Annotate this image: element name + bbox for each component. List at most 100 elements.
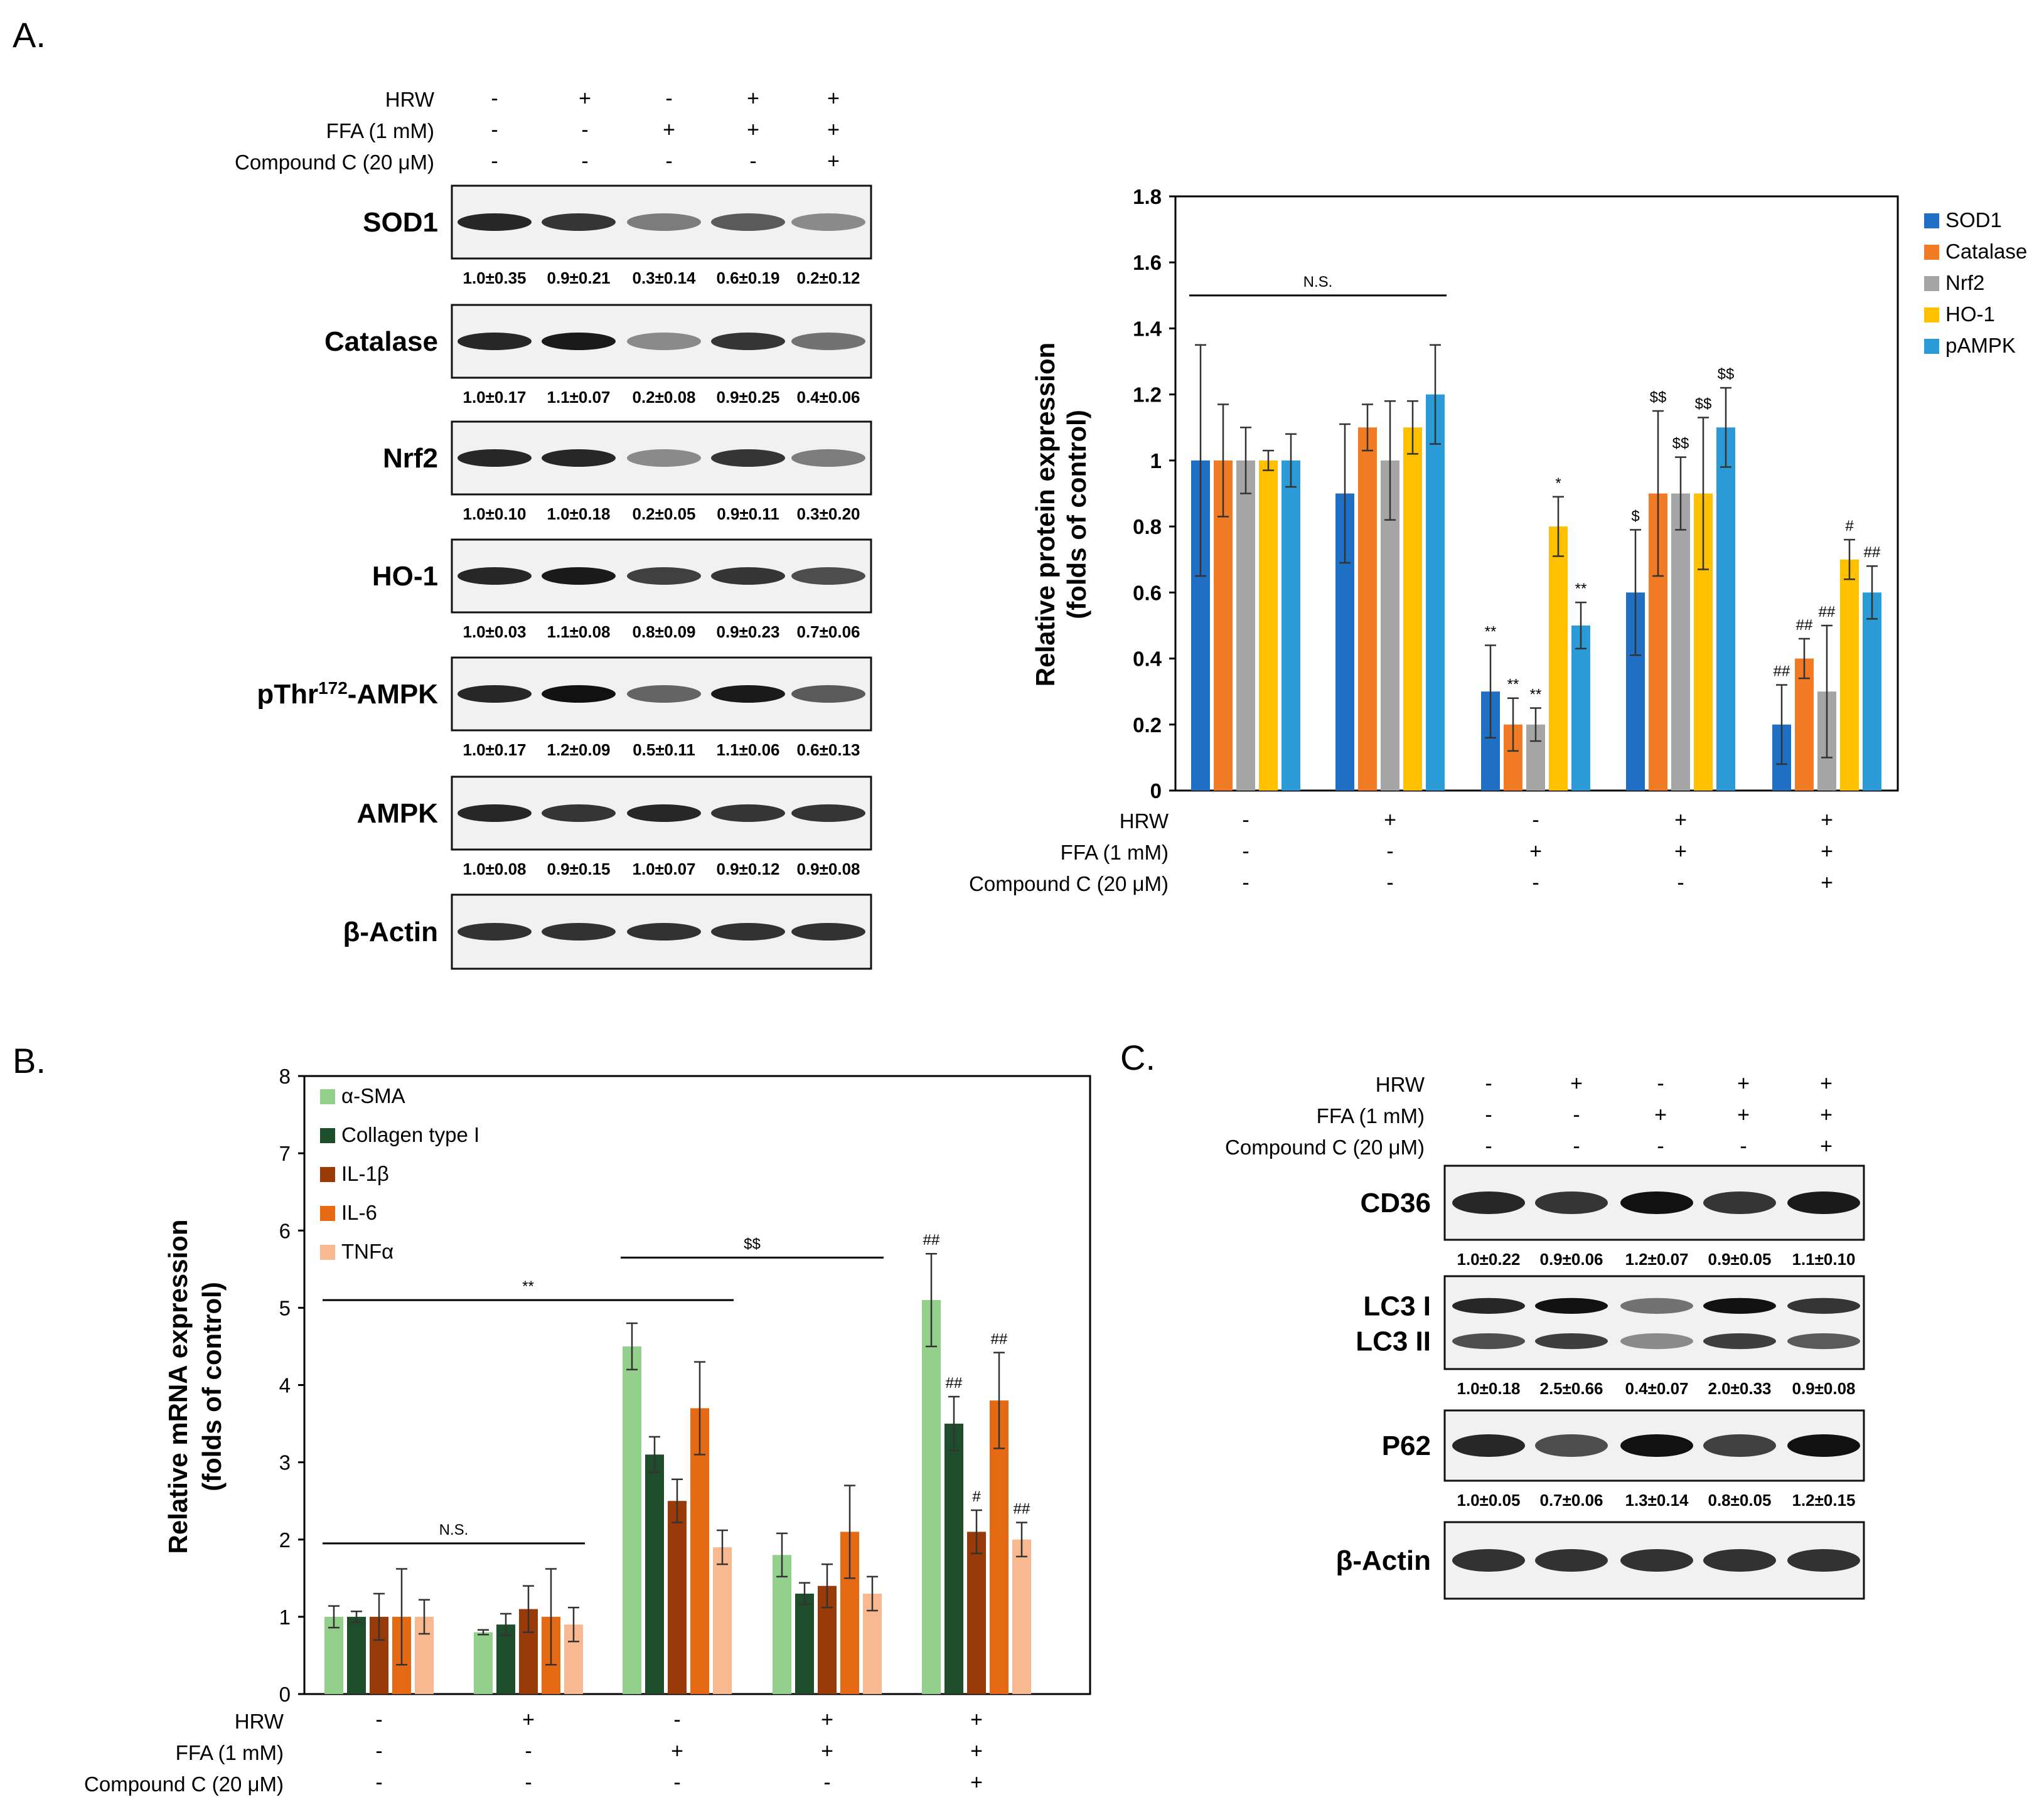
band-quantification: 0.6±0.13: [796, 740, 860, 759]
panel-c-label: C.: [1120, 1038, 1155, 1077]
protein-band: [627, 333, 701, 350]
treatment-sign: -: [1242, 839, 1249, 863]
band-quantification: 1.0±0.35: [463, 269, 526, 287]
protein-band: [627, 804, 701, 822]
y-tick-label: 0.4: [1133, 648, 1162, 671]
protein-band: [1703, 1333, 1776, 1350]
chart-b-ylabel: Relative mRNA expression: [163, 1220, 193, 1554]
treatment-sign: +: [827, 118, 840, 142]
legend-swatch: [320, 1089, 335, 1104]
chart-a-treat-label-compound-c: Compound C (20 μM): [969, 872, 1169, 895]
bar-ho-1: [1259, 460, 1278, 791]
protein-band: [457, 333, 532, 350]
protein-band: [542, 333, 616, 350]
band-quantification: 0.2±0.08: [632, 388, 695, 407]
treatment-sign: -: [375, 1771, 382, 1794]
y-tick-label: 0.2: [1133, 713, 1162, 737]
chart-b-treatment-header: HRW FFA (1 mM) Compound C (20 μM): [84, 1710, 284, 1796]
protein-band: [1620, 1298, 1693, 1314]
protein-band: [627, 685, 701, 703]
protein-band: [711, 333, 785, 350]
protein-name-2: LC3 II: [1356, 1326, 1431, 1357]
band-quantification: 2.0±0.33: [1708, 1379, 1771, 1398]
significance-mark: ##: [1014, 1501, 1030, 1518]
band-quantification: 0.7±0.06: [1539, 1491, 1603, 1510]
treatment-sign: +: [1570, 1072, 1583, 1095]
protein-band: [627, 213, 701, 231]
protein-band: [1535, 1298, 1608, 1314]
protein-band: [791, 685, 865, 703]
bar-pampk: [1282, 460, 1300, 791]
protein-band: [1535, 1333, 1608, 1350]
significance-mark: #: [1845, 518, 1854, 535]
treat-label-ffa: FFA (1 mM): [326, 119, 434, 142]
chart-a-treat-label-ffa: FFA (1 mM): [1061, 841, 1169, 864]
bar--sma: [474, 1632, 493, 1694]
significance-mark: ##: [923, 1232, 940, 1249]
chart-b: Relative mRNA expression (folds of contr…: [84, 1065, 1091, 1796]
treatment-sign: -: [525, 1771, 532, 1794]
bar-nrf2: [1236, 460, 1255, 791]
bar-pampk: [1716, 427, 1735, 791]
protein-name: P62: [1382, 1431, 1431, 1461]
protein-band: [711, 923, 785, 941]
band-quantification: 1.2±0.07: [1625, 1250, 1688, 1269]
treatment-sign: -: [581, 118, 588, 142]
protein-band: [1535, 1434, 1608, 1457]
legend-label: IL-1β: [341, 1162, 389, 1185]
treatment-sign: +: [1821, 808, 1833, 832]
protein-band: [1535, 1549, 1608, 1572]
treatment-sign: -: [525, 1739, 532, 1763]
band-quantification: 0.9±0.08: [796, 860, 860, 878]
legend-swatch: [320, 1206, 335, 1221]
blot-row: CD36 1.0±0.22 0.9±0.06 1.2±0.07 0.9±0.05 1.1±…: [1361, 1164, 1865, 1269]
protein-name: CD36: [1361, 1188, 1431, 1218]
treatment-sign: +: [970, 1708, 983, 1732]
y-tick-label: 3: [279, 1451, 291, 1474]
protein-band: [1620, 1434, 1693, 1457]
band-quantification: 1.2±0.15: [1792, 1491, 1855, 1510]
treatment-sign: +: [970, 1771, 983, 1794]
significance-mark: **: [1507, 676, 1519, 693]
significance-mark: $$: [1718, 366, 1735, 383]
treatment-sign: +: [1737, 1072, 1750, 1095]
band-quantification: 0.9±0.12: [716, 860, 779, 878]
band-quantification: 1.0±0.07: [632, 860, 695, 878]
legend-label: Catalase: [1945, 240, 2027, 263]
treatment-sign: +: [1654, 1103, 1667, 1127]
bar-collagen-type-i: [347, 1616, 366, 1694]
chart-a-treat-label-hrw: HRW: [1120, 809, 1169, 833]
band-quantification: 0.9±0.06: [1539, 1250, 1603, 1269]
treatment-sign: +: [821, 1708, 833, 1732]
protein-name: pThr172-AMPK: [257, 678, 438, 710]
y-tick-label: 0.8: [1133, 515, 1162, 538]
treatment-sign: +: [1820, 1134, 1833, 1158]
treatment-sign: -: [749, 149, 756, 173]
y-tick-label: 1.2: [1133, 383, 1162, 407]
blot-c-treat-label-compound-c: Compound C (20 μM): [1225, 1136, 1425, 1159]
significance-mark: $$: [1672, 435, 1689, 452]
chart-a-ylabel2: (folds of control): [1062, 410, 1091, 619]
treatment-sign: +: [1529, 839, 1542, 863]
protein-name: LC3 I: [1363, 1291, 1431, 1321]
comparison-label: **: [522, 1278, 534, 1295]
band-quantification: 1.0±0.22: [1457, 1250, 1520, 1269]
legend-swatch: [320, 1167, 335, 1182]
legend-swatch: [1924, 245, 1939, 260]
band-quantification: 0.6±0.19: [716, 269, 779, 287]
treatment-sign: -: [491, 149, 498, 173]
significance-mark: **: [1530, 686, 1542, 703]
significance-mark: **: [1575, 580, 1587, 597]
significance-mark: $: [1631, 508, 1639, 525]
panel-b-label: B.: [13, 1041, 46, 1080]
band-quantification: 1.0±0.05: [1457, 1491, 1520, 1510]
legend-label: SOD1: [1945, 208, 2002, 232]
significance-mark: ##: [1796, 617, 1813, 634]
chart-b-treat-label-ffa: FFA (1 mM): [176, 1741, 284, 1764]
treatment-sign: -: [1573, 1103, 1580, 1127]
treatment-sign: -: [1485, 1134, 1492, 1158]
blot-row: Nrf2 1.0±0.10 1.0±0.18 0.2±0.05 0.9±0.11 0.3±…: [383, 420, 872, 523]
bar--sma: [773, 1555, 791, 1694]
band-quantification: 1.0±0.17: [463, 740, 526, 759]
